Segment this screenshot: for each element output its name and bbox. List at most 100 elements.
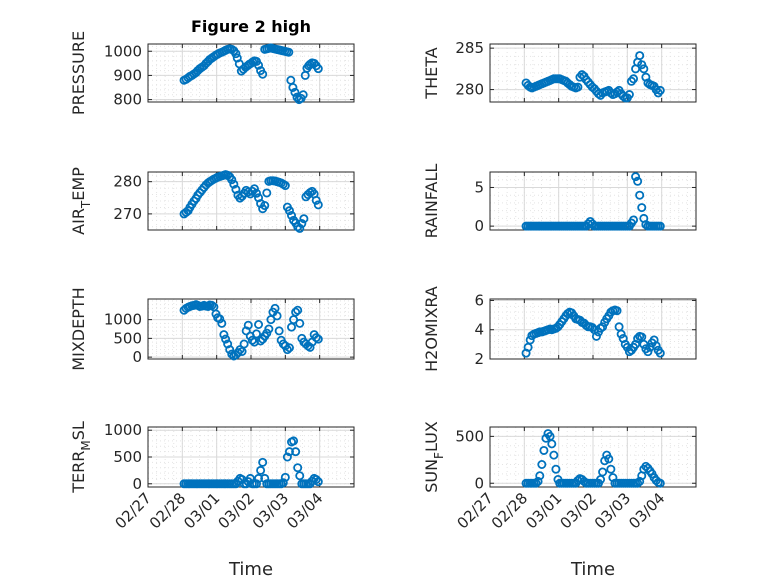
data-point bbox=[295, 471, 305, 481]
data-point bbox=[587, 323, 597, 333]
y-tick-label: 2 bbox=[474, 350, 484, 368]
data-point bbox=[203, 301, 213, 311]
data-point bbox=[633, 176, 643, 186]
x-tick-label: 03/04 bbox=[283, 489, 326, 532]
data-point bbox=[254, 60, 264, 70]
x-axis-label: Time bbox=[228, 559, 273, 580]
data-point bbox=[221, 334, 231, 344]
y-axis-label: H2OMIXRA bbox=[422, 286, 441, 372]
data-point bbox=[655, 85, 665, 95]
data-point bbox=[313, 200, 323, 210]
data-point bbox=[612, 87, 622, 97]
y-axis-label: TERRMSL bbox=[69, 421, 93, 494]
data-point bbox=[258, 457, 268, 467]
data-point bbox=[629, 74, 639, 84]
data-point bbox=[655, 221, 665, 231]
subplot-h2omixra: 2 4 6 H2OMIXRA bbox=[422, 286, 697, 372]
data-point bbox=[295, 223, 305, 233]
data-point bbox=[295, 318, 305, 328]
data-point bbox=[264, 324, 274, 334]
data-point bbox=[606, 464, 616, 474]
x-tick-label: 03/01 bbox=[180, 489, 223, 532]
data-point bbox=[606, 88, 616, 98]
data-point bbox=[616, 329, 626, 339]
data-point bbox=[251, 188, 261, 198]
data-series bbox=[521, 172, 665, 231]
y-tick-label: 270 bbox=[113, 205, 142, 223]
data-point bbox=[635, 190, 645, 200]
y-tick-label: 900 bbox=[113, 66, 142, 84]
data-series bbox=[179, 170, 323, 233]
data-point bbox=[284, 206, 294, 216]
data-point bbox=[639, 64, 649, 74]
data-point bbox=[539, 445, 549, 455]
data-point bbox=[297, 219, 307, 229]
x-tick-label: 03/03 bbox=[249, 489, 292, 532]
data-point bbox=[291, 447, 301, 457]
y-axis-label: RAINFALL bbox=[422, 164, 441, 239]
data-point bbox=[280, 472, 290, 482]
data-point bbox=[287, 210, 297, 220]
data-series bbox=[179, 43, 323, 105]
data-point bbox=[274, 326, 284, 336]
y-tick-label: 0 bbox=[132, 348, 142, 366]
y-axis-label: THETA bbox=[422, 47, 441, 99]
data-point bbox=[643, 347, 653, 357]
data-point bbox=[239, 339, 249, 349]
data-point bbox=[282, 345, 292, 355]
data-point bbox=[284, 343, 294, 353]
data-point bbox=[573, 82, 583, 92]
data-point bbox=[631, 172, 641, 182]
x-tick-label: 02/28 bbox=[146, 489, 189, 532]
y-axis-label: AIRTEMP bbox=[69, 167, 93, 235]
data-point bbox=[262, 188, 272, 198]
data-point bbox=[299, 214, 309, 224]
data-point bbox=[305, 342, 315, 352]
y-tick-label: 500 bbox=[455, 427, 484, 445]
data-point bbox=[547, 439, 557, 449]
y-tick-label: 280 bbox=[455, 81, 484, 99]
y-tick-label: 800 bbox=[113, 91, 142, 109]
y-tick-label: 5 bbox=[474, 178, 484, 196]
data-point bbox=[219, 330, 229, 340]
data-point bbox=[311, 474, 321, 484]
data-point bbox=[591, 331, 601, 341]
data-point bbox=[598, 467, 608, 477]
data-point bbox=[604, 454, 614, 464]
data-point bbox=[284, 447, 294, 457]
y-tick-label: 280 bbox=[113, 173, 142, 191]
x-tick-label: 03/03 bbox=[591, 489, 634, 532]
data-point bbox=[598, 322, 608, 332]
data-point bbox=[231, 49, 241, 59]
y-tick-label: 0 bbox=[474, 474, 484, 492]
data-point bbox=[290, 87, 300, 97]
data-point bbox=[537, 459, 547, 469]
data-point bbox=[288, 83, 298, 93]
data-point bbox=[629, 215, 639, 225]
data-series bbox=[521, 51, 665, 103]
data-point bbox=[313, 334, 323, 344]
data-point bbox=[633, 478, 643, 488]
data-series bbox=[179, 300, 323, 361]
x-tick-label: 03/02 bbox=[557, 489, 600, 532]
data-point bbox=[251, 479, 261, 489]
subplot-theta: 280 285 THETA bbox=[422, 39, 697, 103]
data-point bbox=[313, 64, 323, 74]
data-point bbox=[551, 464, 561, 474]
data-point bbox=[280, 181, 290, 191]
data-point bbox=[612, 306, 622, 316]
data-point bbox=[313, 477, 323, 487]
data-series bbox=[179, 436, 323, 489]
figure-title: Figure 2 high bbox=[191, 17, 311, 36]
y-tick-label: 0 bbox=[132, 475, 142, 493]
data-point bbox=[573, 475, 583, 485]
data-point bbox=[256, 465, 266, 475]
x-axis-label: Time bbox=[570, 559, 615, 580]
data-point bbox=[235, 345, 245, 355]
data-point bbox=[624, 90, 634, 100]
data-point bbox=[278, 339, 288, 349]
data-series bbox=[521, 429, 665, 488]
